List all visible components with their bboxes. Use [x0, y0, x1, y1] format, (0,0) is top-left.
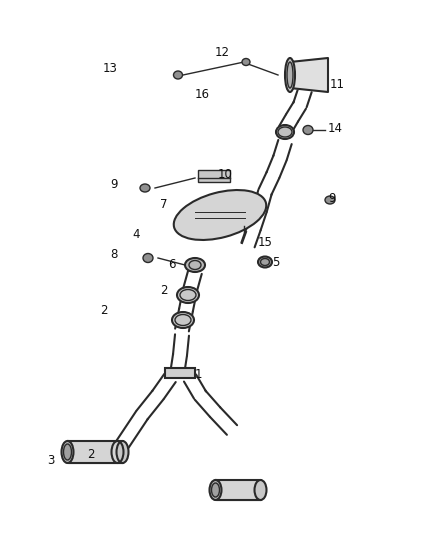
Ellipse shape [303, 125, 313, 134]
Ellipse shape [287, 62, 293, 88]
Ellipse shape [172, 312, 194, 328]
Polygon shape [165, 368, 195, 378]
Ellipse shape [64, 444, 71, 460]
Text: 2: 2 [100, 303, 108, 317]
Text: 10: 10 [218, 168, 233, 182]
Ellipse shape [276, 125, 294, 139]
Text: 13: 13 [103, 61, 118, 75]
Text: 11: 11 [330, 78, 345, 92]
Ellipse shape [242, 59, 250, 66]
Ellipse shape [212, 483, 219, 497]
Text: 15: 15 [258, 236, 273, 248]
Ellipse shape [209, 480, 222, 500]
Polygon shape [215, 480, 261, 500]
Ellipse shape [258, 256, 272, 268]
Text: 9: 9 [328, 191, 336, 205]
Text: 3: 3 [48, 454, 55, 466]
Polygon shape [198, 170, 230, 182]
Text: 4: 4 [133, 229, 140, 241]
Ellipse shape [61, 441, 74, 463]
Ellipse shape [143, 254, 153, 262]
Text: 12: 12 [215, 45, 230, 59]
Text: 2: 2 [88, 448, 95, 462]
Text: 6: 6 [168, 259, 176, 271]
Text: 5: 5 [272, 255, 279, 269]
Text: 2: 2 [160, 284, 168, 296]
Ellipse shape [140, 184, 150, 192]
Ellipse shape [177, 287, 199, 303]
Ellipse shape [117, 441, 128, 463]
Polygon shape [67, 441, 123, 463]
Ellipse shape [185, 258, 205, 272]
Ellipse shape [254, 480, 266, 500]
Ellipse shape [285, 58, 295, 92]
Text: 8: 8 [111, 248, 118, 262]
Ellipse shape [174, 190, 266, 240]
Ellipse shape [173, 71, 183, 79]
Text: 1: 1 [195, 368, 202, 382]
Ellipse shape [325, 196, 335, 204]
Text: 14: 14 [328, 122, 343, 134]
Polygon shape [290, 58, 328, 92]
Text: 9: 9 [110, 179, 118, 191]
Text: 7: 7 [160, 198, 167, 212]
Text: 16: 16 [195, 88, 210, 101]
